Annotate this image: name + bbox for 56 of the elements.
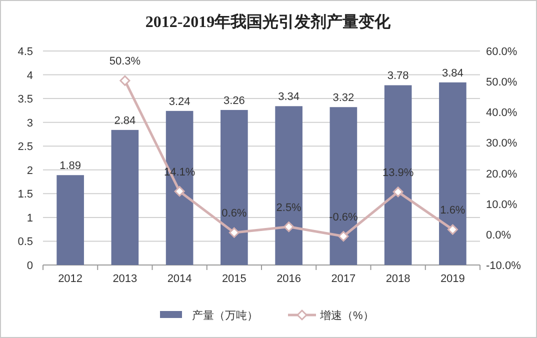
point [174,186,185,197]
y2-tick-label: 50.0% [486,76,518,89]
x-tick-label: 2012 [58,273,83,285]
y-tick-label: 0 [26,260,33,272]
x-tick-label: 2013 [112,273,138,285]
bar [111,130,139,265]
point [284,222,294,232]
data-label: 3.78 [387,70,409,82]
data-label: 50.3% [109,56,141,68]
point [120,75,130,86]
data-label: 1.89 [60,160,82,172]
data-label: 0.6% [222,208,247,220]
bar [275,106,302,265]
data-label: 3.84 [442,67,464,80]
y2-tick-label: 30.0% [486,138,518,150]
x-tick-label: 2019 [440,273,465,285]
bar [384,85,412,265]
chart-title: 2012-2019年我国光引发剂产量变化 [145,12,392,31]
y2-tick-label: 60.0% [486,46,518,58]
point [338,231,349,242]
y-tick-label: 1 [26,212,33,224]
legend-label: 增速（%） [319,309,374,322]
data-label: 2.84 [114,114,136,127]
bar [56,175,84,265]
data-label: 3.26 [223,94,245,107]
bar [220,110,248,265]
y2-tick-label: 0.0% [486,229,512,242]
bar [439,82,466,265]
point [447,224,458,235]
point [392,186,404,198]
y-tick-label: 3 [26,117,33,130]
x-tick-label: 2018 [386,273,410,285]
x-tick-label: 2014 [167,273,192,285]
x-tick-label: 2016 [276,273,302,285]
y-tick-label: 2.5 [18,141,33,154]
point [228,227,240,238]
y-tick-label: 1.5 [18,188,33,201]
y-tick-label: 3.5 [18,94,33,106]
y-tick-label: 2 [26,164,33,177]
x-tick-label: 2015 [222,273,246,285]
y2-tick-label: 40.0% [486,107,518,120]
data-label: 3.34 [278,91,300,104]
data-label: 1.6% [440,204,466,217]
bar [166,110,194,265]
y2-tick-label: -10.0% [486,260,522,272]
x-tick-label: 2017 [331,273,356,285]
legend-label: 产量（万吨） [192,309,258,322]
y-tick-label: 0.5 [18,236,33,248]
data-label: 2.5% [276,202,302,214]
y-tick-label: 4 [26,70,33,82]
data-label: 3.32 [332,92,354,104]
bar [330,107,358,265]
y-tick-label: 4.5 [18,46,33,58]
data-label: 3.24 [168,96,190,108]
y2-tick-label: 20.0% [486,168,518,180]
y2-tick-label: 10.0% [486,198,518,211]
